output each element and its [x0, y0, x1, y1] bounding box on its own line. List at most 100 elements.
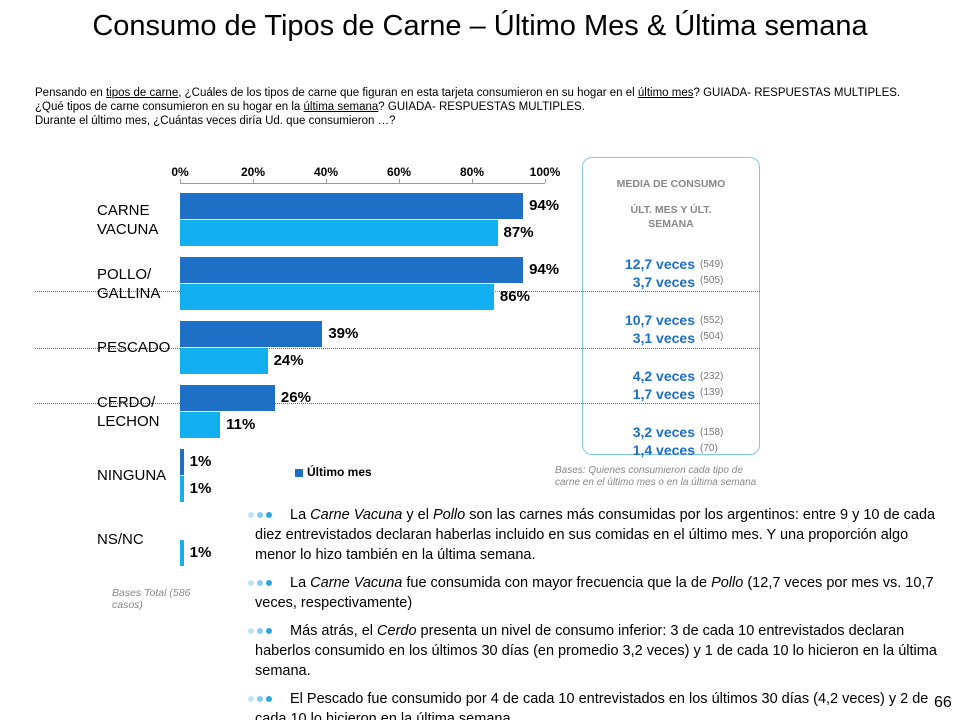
text-segment: Cerdo	[377, 623, 417, 639]
bullet-text: La Carne Vacuna y el Pollo son las carne…	[255, 507, 935, 563]
week-average: 1,4 veces	[632, 442, 695, 458]
dot	[257, 580, 263, 586]
month-base: (232)	[700, 371, 724, 382]
month-base: (158)	[700, 427, 724, 438]
bullet-icon	[248, 628, 278, 634]
text-segment: Carne Vacuna	[310, 575, 403, 591]
bar	[180, 449, 184, 475]
question: ¿Qué tipos de carne consumieron en su ho…	[35, 100, 935, 114]
dot	[257, 512, 263, 518]
data-label: 39%	[328, 325, 359, 342]
bullet: La Carne Vacuna y el Pollo son las carne…	[248, 505, 945, 565]
data-label: 1%	[189, 480, 212, 497]
bullet-icon	[248, 696, 278, 702]
week-base: (139)	[700, 387, 724, 398]
category-label: POLLO/ GALLINA	[97, 265, 161, 302]
month-average: 4,2 veces	[632, 368, 695, 384]
dot	[248, 628, 254, 634]
text-segment: Pensando en	[35, 87, 106, 99]
tick-mark	[472, 179, 473, 183]
separator	[35, 348, 760, 349]
x-tick-label: 100%	[529, 165, 561, 179]
x-tick-label: 80%	[459, 165, 485, 179]
bar	[180, 220, 498, 246]
dot	[266, 628, 272, 634]
month-base: (549)	[700, 259, 724, 270]
x-tick-label: 20%	[240, 165, 266, 179]
text-segment: tipos de carne	[105, 87, 179, 99]
text-segment: Durante el último mes, ¿Cuántas veces di…	[35, 115, 396, 127]
bar	[180, 193, 524, 219]
month-average: 3,2 veces	[632, 424, 695, 440]
tick-mark	[545, 179, 546, 183]
bar	[180, 412, 221, 438]
panel-title: MEDIA DE CONSUMO	[616, 178, 726, 190]
bullet: La Carne Vacuna fue consumida con mayor …	[248, 573, 945, 613]
text-segment: ? GUIADA- RESPUESTAS MULTIPLES.	[378, 101, 585, 113]
bullet-text: El Pescado fue consumido por 4 de cada 1…	[255, 691, 928, 720]
text-segment: son las carnes más consumidas por los ar…	[255, 507, 936, 563]
text-segment: ¿Qué tipos de carne consumieron en su ho…	[35, 101, 304, 113]
dot	[266, 580, 272, 586]
dot	[257, 628, 263, 634]
bullet: Más atrás, el Cerdo presenta un nivel de…	[248, 621, 945, 681]
month-average: 12,7 veces	[624, 256, 695, 272]
text-segment: Más atrás, el	[290, 623, 378, 639]
panel-note: Bases: Quienes consumieron cada tipo de …	[555, 465, 757, 488]
dot	[248, 580, 254, 586]
category-label: PESCADO	[97, 339, 171, 356]
data-label: 87%	[503, 224, 534, 241]
tick-mark	[180, 179, 181, 183]
month-base: (552)	[700, 315, 724, 326]
x-tick-label: 60%	[386, 165, 412, 179]
week-average: 3,1 veces	[632, 330, 695, 346]
week-base: (504)	[700, 331, 724, 342]
data-label: 1%	[189, 544, 212, 561]
bar	[180, 540, 184, 566]
text-segment: El Pescado fue consumido por 4 de cada 1…	[255, 691, 929, 720]
bar	[180, 348, 268, 374]
week-average: 3,7 veces	[632, 274, 695, 290]
bar	[180, 476, 184, 502]
data-label: 26%	[280, 389, 311, 406]
week-base: (505)	[700, 275, 724, 286]
category-label: NINGUNA	[97, 467, 167, 484]
legend-label: Último mes	[307, 465, 372, 479]
dot	[257, 696, 263, 702]
category-label: NS/NC	[97, 531, 144, 548]
tick-mark	[399, 179, 400, 183]
text-segment: última semana	[303, 101, 379, 113]
dot	[248, 696, 254, 702]
text-segment: y el	[402, 507, 433, 523]
panel-subtitle: ÚLT. MES Y ÚLT. SEMANA	[630, 204, 712, 230]
question: Pensando en tipos de carne, ¿Cuáles de l…	[35, 86, 935, 100]
month-average: 10,7 veces	[624, 312, 695, 328]
bullet: El Pescado fue consumido por 4 de cada 1…	[248, 689, 945, 720]
x-tick-label: 0%	[171, 165, 189, 179]
week-average: 1,7 veces	[632, 386, 695, 402]
data-label: 1%	[189, 453, 212, 470]
x-tick-label: 40%	[313, 165, 339, 179]
legend-swatch	[295, 469, 303, 477]
category-label: CERDO/ LECHON	[97, 393, 160, 430]
bullet-icon	[248, 580, 278, 586]
tick-mark	[326, 179, 327, 183]
text-segment: (12,7 veces por mes vs. 10,7 veces, resp…	[255, 575, 934, 611]
data-label: 94%	[529, 261, 560, 278]
x-axis	[180, 183, 545, 184]
bar	[180, 257, 524, 283]
title: Consumo de Tipos de Carne – Último Mes &…	[92, 10, 868, 42]
question: Durante el último mes, ¿Cuántas veces di…	[35, 114, 935, 128]
dot	[248, 512, 254, 518]
page-number: 66	[934, 694, 952, 711]
tick-mark	[253, 179, 254, 183]
data-label: 11%	[226, 416, 256, 433]
data-label: 86%	[499, 288, 530, 305]
text-segment: , ¿Cuáles de los tipos de carne que figu…	[178, 87, 638, 99]
text-segment: fue consumida con mayor frecuencia que l…	[402, 575, 712, 591]
category-label: CARNE VACUNA	[97, 201, 159, 238]
dot	[266, 696, 272, 702]
bullet-text: Más atrás, el Cerdo presenta un nivel de…	[255, 623, 937, 679]
text-segment: La	[290, 575, 311, 591]
